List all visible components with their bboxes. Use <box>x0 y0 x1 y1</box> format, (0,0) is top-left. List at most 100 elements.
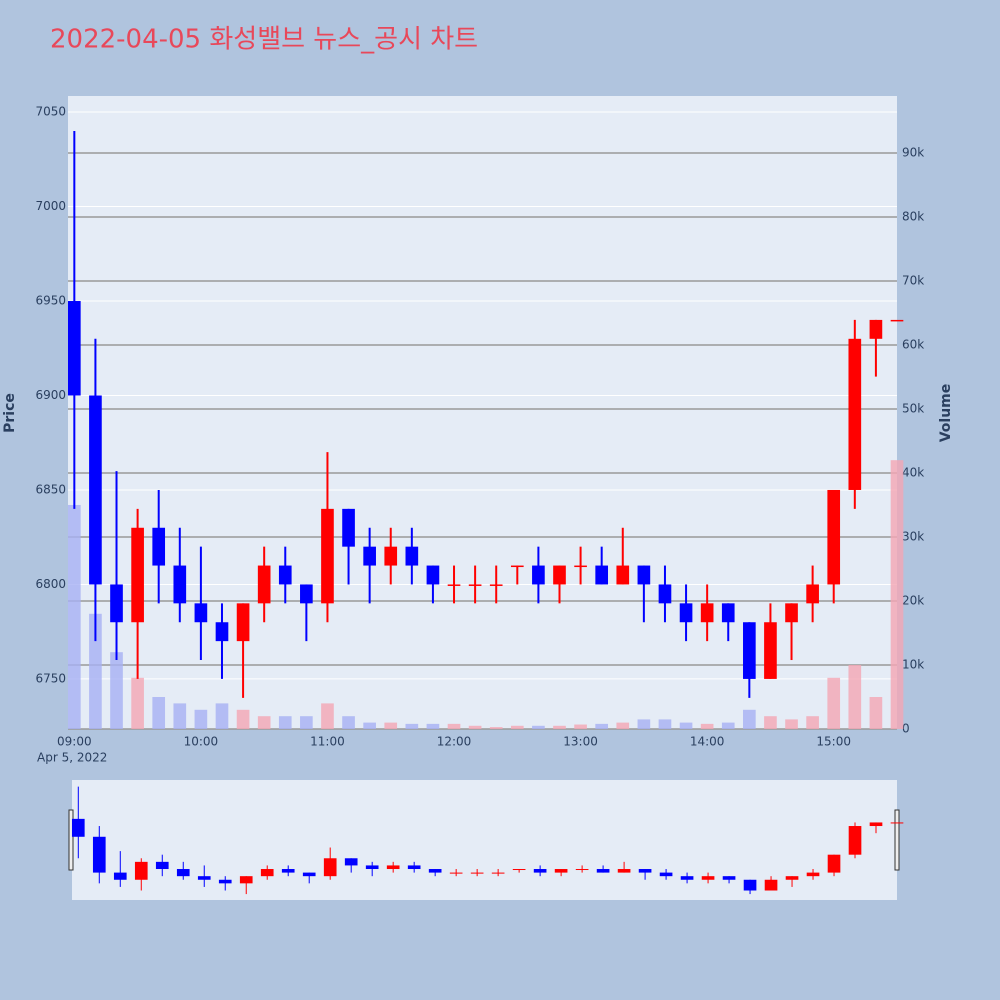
slider-body <box>176 869 190 877</box>
candle-body <box>384 546 398 566</box>
candle-body <box>764 622 777 679</box>
volume-bar <box>616 722 630 729</box>
slider-body <box>281 869 295 873</box>
slider-body <box>743 879 757 891</box>
volume-bar <box>637 719 651 729</box>
candle-body <box>152 527 166 566</box>
volume-bar <box>215 703 229 729</box>
slider-body <box>890 822 904 824</box>
volume-bar <box>700 723 714 729</box>
candle-body <box>468 584 482 586</box>
x-date-label: Apr 5, 2022 <box>37 751 107 765</box>
plot-area <box>68 96 897 729</box>
candle-body <box>110 584 123 623</box>
slider-body <box>491 872 505 874</box>
slider-body <box>239 876 253 884</box>
slider-body <box>701 876 715 880</box>
y-tick-label: 6750 <box>35 671 66 685</box>
candle-body <box>574 565 587 568</box>
y2-tick-label: 0 <box>902 722 910 736</box>
slider-body <box>638 869 652 873</box>
slider-body <box>71 818 85 837</box>
slider-body <box>596 869 610 873</box>
slider-body <box>302 872 316 877</box>
volume-bar <box>257 716 271 729</box>
volume-bar <box>405 723 419 729</box>
range-slider[interactable] <box>72 780 897 900</box>
x-tick-label: 10:00 <box>184 735 219 749</box>
slider-body <box>155 861 169 870</box>
volume-bar <box>363 722 376 729</box>
volume-bar <box>278 716 292 729</box>
chart-title: 2022-04-05 화성밸브 뉴스_공시 차트 <box>50 25 478 55</box>
candle-body <box>300 584 313 604</box>
slider-body <box>260 869 274 877</box>
range-handle-left[interactable] <box>68 809 74 871</box>
volume-bar <box>595 723 609 729</box>
slider-body <box>449 872 463 874</box>
y-tick-label: 6900 <box>35 388 66 402</box>
slider-body <box>617 869 631 873</box>
candle-body <box>700 603 714 623</box>
candle-body <box>447 584 461 586</box>
slider-body <box>218 879 232 884</box>
y-tick-label: 7000 <box>35 199 66 213</box>
y2-tick-label: 50k <box>902 401 924 415</box>
candle-body <box>785 603 798 623</box>
candle-body <box>806 584 819 604</box>
y-tick-label: 6950 <box>35 294 66 308</box>
slider-body <box>554 869 568 873</box>
candle-body <box>363 546 376 566</box>
volume-bar <box>68 504 81 729</box>
volume-bar <box>510 725 524 729</box>
volume-bar <box>553 725 566 729</box>
candle-body <box>637 565 651 585</box>
candle-body <box>321 508 334 604</box>
volume-bar <box>426 723 440 729</box>
candle-body <box>890 319 904 322</box>
slider-body <box>659 872 673 877</box>
candle-body <box>679 603 693 623</box>
slider-body <box>197 876 211 880</box>
y2-axis-title: Volume <box>938 384 954 443</box>
candle-body <box>426 565 440 585</box>
y2-tick-label: 90k <box>902 145 924 159</box>
slider-body <box>575 869 589 871</box>
x-tick-label: 11:00 <box>310 735 345 749</box>
candle-body <box>595 565 609 585</box>
volume-bar <box>574 724 587 729</box>
slider-body <box>134 861 148 880</box>
y2-tick-label: 70k <box>902 273 924 287</box>
volume-bar <box>152 696 166 729</box>
slider-body <box>827 854 841 873</box>
candle-body <box>827 489 841 585</box>
x-tick-label: 12:00 <box>437 735 472 749</box>
candle-body <box>869 319 883 339</box>
candle-body <box>194 603 208 623</box>
x-tick-label: 14:00 <box>690 735 725 749</box>
candle-body <box>743 622 756 679</box>
candle-body <box>278 565 292 585</box>
slider-body <box>113 872 127 880</box>
volume-bar <box>785 719 798 729</box>
volume-bar <box>869 696 883 729</box>
y-tick-label: 6850 <box>35 482 66 496</box>
slider-body <box>806 872 820 877</box>
slider-body <box>785 876 799 880</box>
volume-bar <box>194 709 208 729</box>
volume-bar <box>848 664 862 729</box>
candle-body <box>658 584 672 604</box>
candle-body <box>405 546 419 566</box>
candle-body <box>342 508 355 547</box>
x-tick-label: 13:00 <box>563 735 598 749</box>
slider-body <box>428 869 442 873</box>
range-handle-right[interactable] <box>894 809 900 871</box>
slider-body <box>722 876 736 880</box>
volume-bar <box>806 716 819 729</box>
slider-body <box>512 869 526 871</box>
candle-body <box>489 584 503 586</box>
slider-body <box>92 836 106 873</box>
y-axis-title: Price <box>2 393 18 433</box>
candle-body <box>68 301 81 396</box>
volume-bar <box>300 716 313 729</box>
